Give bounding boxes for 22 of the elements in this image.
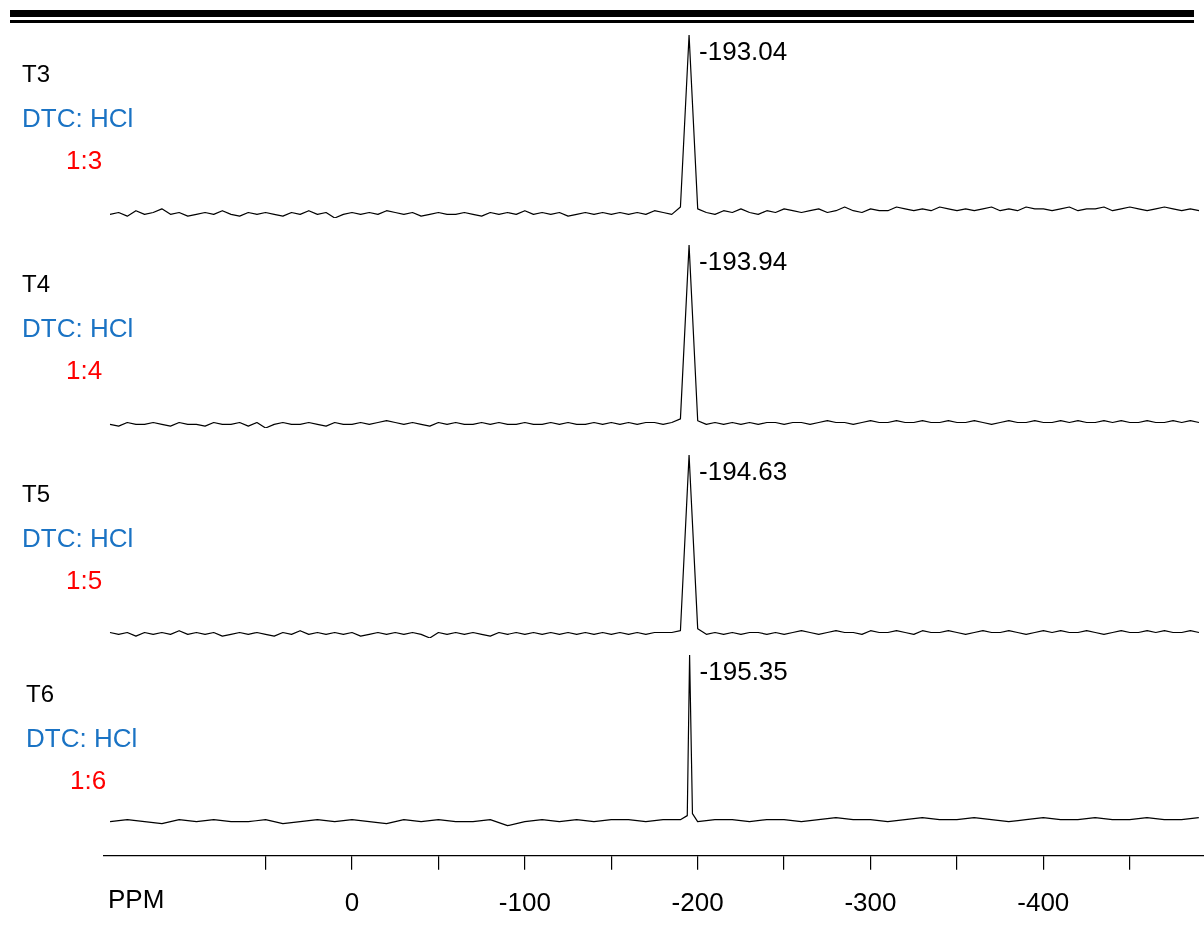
text: 1:5 bbox=[66, 565, 103, 596]
text: 1:4 bbox=[66, 355, 103, 386]
x-tick-label: -400 bbox=[1017, 886, 1070, 917]
text: DTC: HCl bbox=[22, 313, 134, 344]
annotation: -194.63 bbox=[699, 456, 788, 487]
text: DTC: HCl bbox=[22, 103, 134, 134]
x-tick-label: -100 bbox=[498, 886, 551, 917]
text: 1:3 bbox=[66, 145, 103, 176]
x-tick-label: 0 bbox=[344, 886, 360, 917]
x-tick-label: -300 bbox=[844, 886, 897, 917]
text: T5 bbox=[22, 479, 51, 507]
text: DTC: HCl bbox=[22, 523, 134, 554]
annotation: -193.04 bbox=[699, 36, 788, 67]
text: T3 bbox=[22, 59, 51, 87]
text: T4 bbox=[22, 269, 51, 297]
x-axis-title: PPM bbox=[108, 883, 165, 914]
text: DTC: HCl bbox=[26, 723, 138, 754]
text: T6 bbox=[26, 679, 55, 707]
annotation: -193.94 bbox=[699, 246, 788, 277]
annotation: -195.35 bbox=[699, 656, 788, 687]
x-tick-label: -200 bbox=[671, 886, 724, 917]
annotation: 1:6 bbox=[70, 765, 107, 796]
